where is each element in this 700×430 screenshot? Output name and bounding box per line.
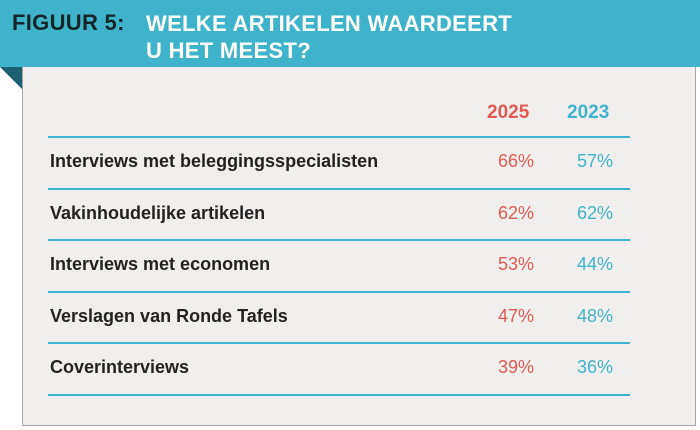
- row-divider: [48, 291, 630, 293]
- figure-title-line-2: U HET MEEST?: [146, 38, 311, 63]
- figure-title: WELKE ARTIKELEN WAARDEERT U HET MEEST?: [146, 10, 616, 64]
- banner-fold-corner: [0, 67, 22, 89]
- value-2025: 53%: [497, 254, 534, 274]
- row-divider: [48, 239, 630, 241]
- value-2025: 47%: [497, 306, 534, 326]
- row-divider: [48, 394, 630, 396]
- value-2025: 62%: [497, 203, 534, 223]
- value-2023: 62%: [576, 203, 613, 223]
- table-row-label: Verslagen van Ronde Tafels: [50, 306, 288, 326]
- row-divider: [48, 342, 630, 344]
- figure-title-line-1: WELKE ARTIKELEN WAARDEERT: [146, 11, 513, 36]
- row-divider: [48, 188, 630, 190]
- figure-label: FIGUUR 5:: [12, 10, 125, 35]
- value-2025: 66%: [497, 151, 534, 171]
- value-2023: 44%: [576, 254, 613, 274]
- column-header-2025: 2025: [487, 102, 530, 123]
- table-row-label: Interviews met economen: [50, 254, 271, 274]
- value-2023: 36%: [576, 357, 613, 377]
- value-2025: 39%: [497, 357, 534, 377]
- table-row-label: Interviews met beleggingsspecialisten: [50, 151, 379, 171]
- table-row-label: Coverinterviews: [50, 357, 190, 377]
- table-card: [22, 67, 696, 426]
- value-2023: 48%: [576, 306, 613, 326]
- table-row-label: Vakinhoudelijke artikelen: [50, 203, 266, 223]
- figure-header-banner: FIGUUR 5: WELKE ARTIKELEN WAARDEERT U HE…: [0, 0, 700, 67]
- value-2023: 57%: [576, 151, 613, 171]
- row-divider: [48, 136, 630, 138]
- column-header-2023: 2023: [567, 102, 610, 123]
